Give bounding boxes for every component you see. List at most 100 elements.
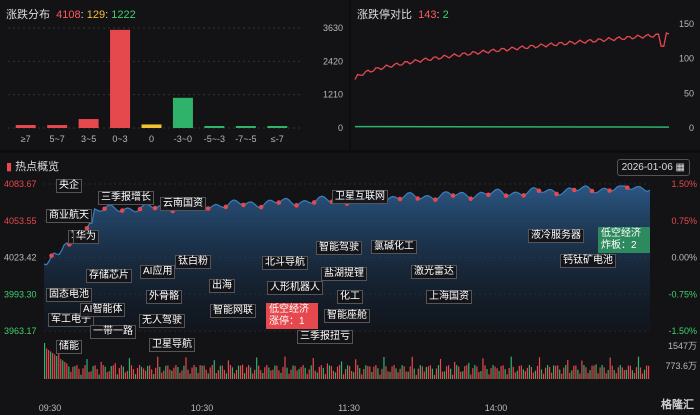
topic-tag[interactable]: 卫星互联网: [332, 190, 388, 204]
volume-bar: [470, 374, 472, 379]
topic-tag[interactable]: 华为: [73, 230, 99, 244]
volume-bar: [217, 370, 219, 379]
topic-tag[interactable]: 智能座舱: [324, 309, 370, 323]
topic-tag[interactable]: 固态电池: [46, 288, 92, 302]
volume-bar: [627, 365, 629, 379]
volume-bar: [110, 366, 112, 379]
topic-tag[interactable]: 盐湖提锂: [321, 267, 367, 281]
volume-bar: [377, 368, 379, 379]
volume-bar: [54, 354, 56, 379]
topic-tag[interactable]: 智能网联: [210, 304, 256, 318]
volume-bar: [373, 366, 375, 379]
topic-tag[interactable]: 人形机器人: [267, 281, 323, 295]
volume-bar: [504, 369, 506, 379]
volume-bar: [112, 365, 114, 379]
topic-tag[interactable]: 激光雷达: [411, 265, 457, 279]
volume-bar: [433, 374, 436, 379]
topic-tag[interactable]: 低空经济 涨停：1: [266, 303, 318, 329]
topic-tag[interactable]: 商业航天: [46, 209, 92, 223]
volume-bar: [302, 365, 304, 379]
event-dot: [137, 206, 143, 212]
limit-compare-chart: 150 100 50 0: [354, 19, 694, 133]
volume-bar: [328, 365, 331, 379]
y-tick-label: 150: [679, 19, 694, 29]
event-dot: [205, 206, 211, 211]
volume-bar: [175, 365, 177, 379]
topic-tag[interactable]: 存储芯片: [86, 269, 132, 283]
topic-tag[interactable]: AI智能体: [80, 303, 126, 317]
hot-overview-title: ▮ 热点概览: [6, 161, 60, 173]
topic-tag[interactable]: 外骨骼: [146, 290, 182, 304]
volume-bar: [607, 370, 609, 379]
volume-bar: [102, 365, 104, 379]
volume-bar: [96, 368, 98, 379]
volume-bar: [397, 372, 399, 379]
price-tick-label: 3963.17: [4, 326, 37, 336]
topic-tag[interactable]: 上海国资: [426, 290, 472, 304]
volume-bar: [623, 370, 625, 379]
topic-tag[interactable]: 北斗导航: [262, 256, 308, 270]
event-dot: [311, 200, 317, 205]
volume-bar: [229, 365, 232, 379]
topic-tag[interactable]: 卫星导航: [149, 338, 195, 352]
volume-bar: [90, 371, 92, 379]
topic-tag[interactable]: 化工: [337, 290, 363, 304]
topic-tag[interactable]: 三季报增长: [98, 191, 154, 205]
topic-tag[interactable]: 一带一路: [90, 325, 136, 339]
volume-bar: [419, 365, 421, 379]
topic-tag[interactable]: 储能: [56, 340, 82, 354]
event-dot: [49, 253, 54, 258]
volume-bar: [66, 363, 68, 379]
volume-bar: [128, 358, 131, 379]
topic-tag[interactable]: AI应用: [140, 265, 176, 279]
x-tick-label: -5~-3: [204, 134, 225, 144]
volume-bar: [480, 371, 482, 379]
distribution-bar: [172, 97, 193, 128]
volume-bar: [347, 365, 349, 379]
price-tick-label: 4023.42: [4, 253, 37, 263]
topic-tag[interactable]: 智能驾驶: [316, 241, 362, 255]
topic-tag[interactable]: 氯碱化工: [371, 240, 417, 254]
volume-bar: [233, 373, 236, 379]
volume-bar: [284, 356, 286, 379]
volume-bar: [492, 365, 494, 379]
topic-tag[interactable]: 无人驾驶: [139, 314, 185, 328]
event-dot: [450, 193, 456, 198]
topic-tag[interactable]: 低空经济 炸板：2: [598, 227, 650, 253]
topic-tag[interactable]: 三季报扭亏: [297, 330, 353, 344]
volume-bar: [223, 369, 225, 379]
volume-bar: [411, 356, 413, 379]
date-picker[interactable]: 2026-01-06 ▦: [616, 159, 690, 176]
volume-bar: [344, 369, 347, 379]
volume-bar: [145, 370, 147, 379]
volume-bar: [165, 365, 167, 379]
volume-bar: [647, 365, 650, 379]
topic-tag[interactable]: 钙钛矿电池: [560, 254, 616, 268]
volume-bar: [349, 366, 351, 379]
topic-tag[interactable]: 云南国资: [160, 197, 206, 211]
volume-bar: [179, 372, 181, 379]
topic-tag[interactable]: 出海: [209, 279, 235, 293]
volume-bar: [155, 367, 157, 379]
topic-tag[interactable]: 液冷服务器: [528, 229, 584, 243]
topic-tag[interactable]: 央企: [56, 179, 82, 193]
index-area: [44, 186, 650, 331]
volume-bar: [84, 365, 86, 379]
hot-overview-panel: ▮ 热点概览 2026-01-06 ▦ 4083.67 1.50% 4053.55 0…: [0, 153, 700, 415]
volume-bar: [270, 370, 272, 379]
volume-bar: [421, 366, 423, 379]
y-tick-label: 1210: [323, 90, 343, 100]
volume-bar: [86, 359, 88, 379]
volume-bar: [367, 366, 369, 379]
volume-bar: [538, 357, 541, 379]
volume-bar: [207, 373, 209, 379]
volume-bar: [336, 366, 339, 379]
volume-bar: [514, 372, 516, 379]
volume-bar: [355, 359, 357, 379]
volume-bar: [106, 372, 108, 379]
topic-tag[interactable]: 钛白粉: [175, 255, 211, 269]
distribution-bar: [141, 124, 162, 128]
event-dot: [415, 196, 421, 201]
volume-bar: [78, 368, 80, 379]
y-tick-label: 50: [684, 88, 694, 98]
